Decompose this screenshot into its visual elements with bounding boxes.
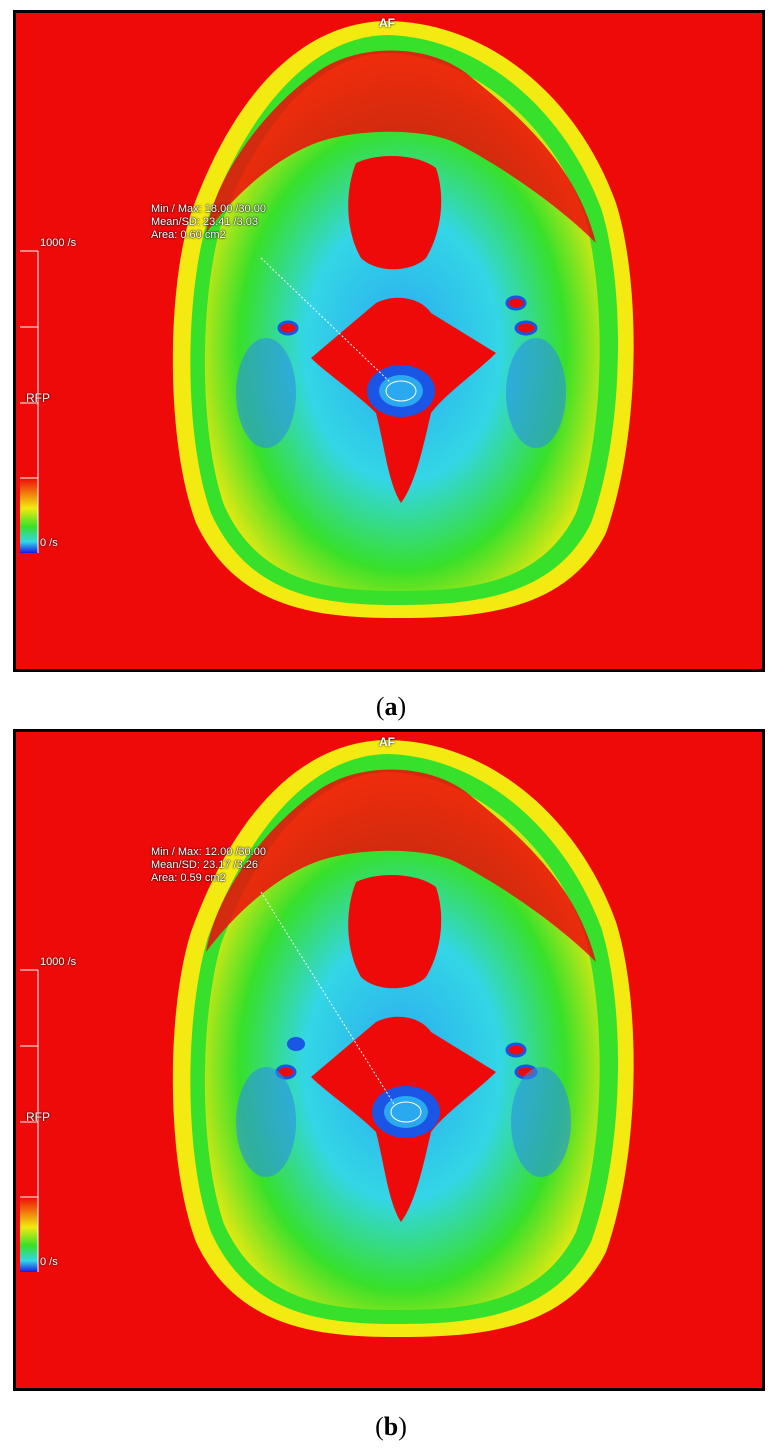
orientation-left-label: RFP: [26, 1110, 50, 1124]
caption-a: (a): [375, 692, 407, 721]
mri-panel-b: AF RFP 1000 /s 0 /s Min / Max: 12.00 /30…: [13, 729, 765, 1391]
roi-min-max: Min / Max: 18.00 /30.00: [151, 203, 266, 215]
roi-mean-sd: Mean/SD: 23.41 /3.03: [151, 216, 259, 228]
orientation-top-label: AF: [379, 16, 395, 30]
orientation-left-label: RFP: [26, 391, 50, 405]
orientation-top-label: AF: [379, 735, 395, 749]
mri-scan-image-b: [20, 740, 634, 1337]
mri-scan-image-a: [20, 21, 634, 618]
roi-stats: Min / Max: 12.00 /30.00 Mean/SD: 23.17 /…: [151, 846, 266, 885]
scale-min-label: 0 /s: [40, 537, 58, 549]
roi-mean-sd: Mean/SD: 23.17 /3.26: [151, 859, 259, 871]
roi-area: Area: 0.60 cm2: [151, 229, 226, 241]
scale-max-label: 1000 /s: [40, 237, 77, 249]
roi-area: Area: 0.59 cm2: [151, 872, 226, 884]
roi-min-max: Min / Max: 12.00 /30.00: [151, 846, 266, 858]
mri-panel-a: AF RFP 1000 /s 0 /s Min / Max: 18.00 /30…: [13, 10, 765, 672]
caption-b: (b): [375, 1412, 407, 1441]
roi-stats: Min / Max: 18.00 /30.00 Mean/SD: 23.41 /…: [151, 203, 266, 242]
scale-min-label: 0 /s: [40, 1256, 58, 1268]
scale-max-label: 1000 /s: [40, 956, 77, 968]
